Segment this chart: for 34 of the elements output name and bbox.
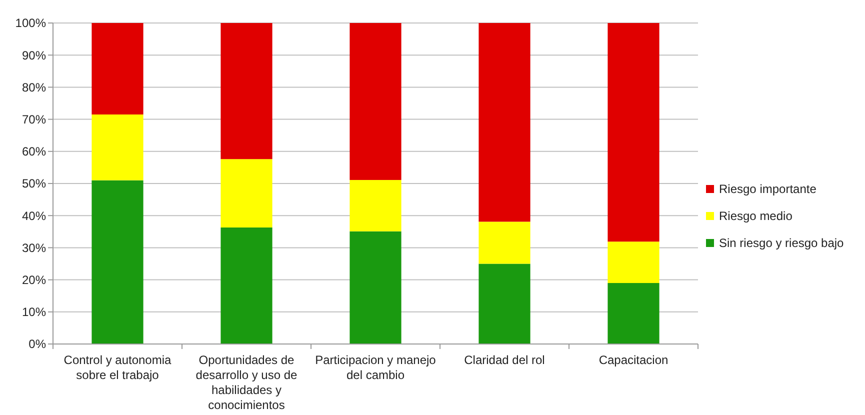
x-tick-label: Oportunidades de desarrollo y uso de habilidades y conocimientos	[196, 353, 298, 412]
y-tick-label: 0%	[28, 337, 46, 352]
bar	[478, 264, 530, 344]
legend-label: Sin riesgo y riesgo bajo	[719, 236, 844, 250]
legend-label: Riesgo medio	[719, 209, 793, 224]
bar	[608, 23, 660, 242]
bar	[92, 114, 144, 180]
bar	[478, 23, 530, 222]
bar	[350, 231, 402, 344]
y-tick-label: 70%	[22, 112, 46, 126]
bar	[608, 283, 660, 344]
y-tick-label: 20%	[22, 273, 46, 287]
bar	[220, 227, 272, 344]
y-tick-label: 50%	[22, 176, 46, 191]
y-tick-label: 10%	[22, 305, 46, 320]
bar	[478, 222, 530, 264]
x-tick-label: Claridad del rol	[464, 353, 545, 367]
bar	[220, 23, 272, 160]
y-tick-label: 30%	[22, 240, 46, 255]
x-tick-label: Participacion y manejo del cambio	[315, 353, 436, 382]
y-tick-label: 90%	[22, 48, 46, 62]
bar	[92, 23, 144, 114]
x-tick-label: Capacitacion	[598, 353, 668, 367]
x-tick-label: Control y autonomia sobre el trabajo	[64, 353, 172, 382]
bar	[350, 23, 402, 180]
y-tick-label: 40%	[22, 208, 46, 223]
y-tick-label: 100%	[15, 16, 46, 30]
bar	[220, 159, 272, 228]
bar	[92, 180, 144, 344]
bar	[350, 180, 402, 232]
legend-label: Riesgo importante	[719, 182, 817, 196]
y-tick-label: 60%	[22, 144, 46, 159]
bar	[608, 242, 660, 284]
y-tick-label: 80%	[22, 80, 46, 94]
